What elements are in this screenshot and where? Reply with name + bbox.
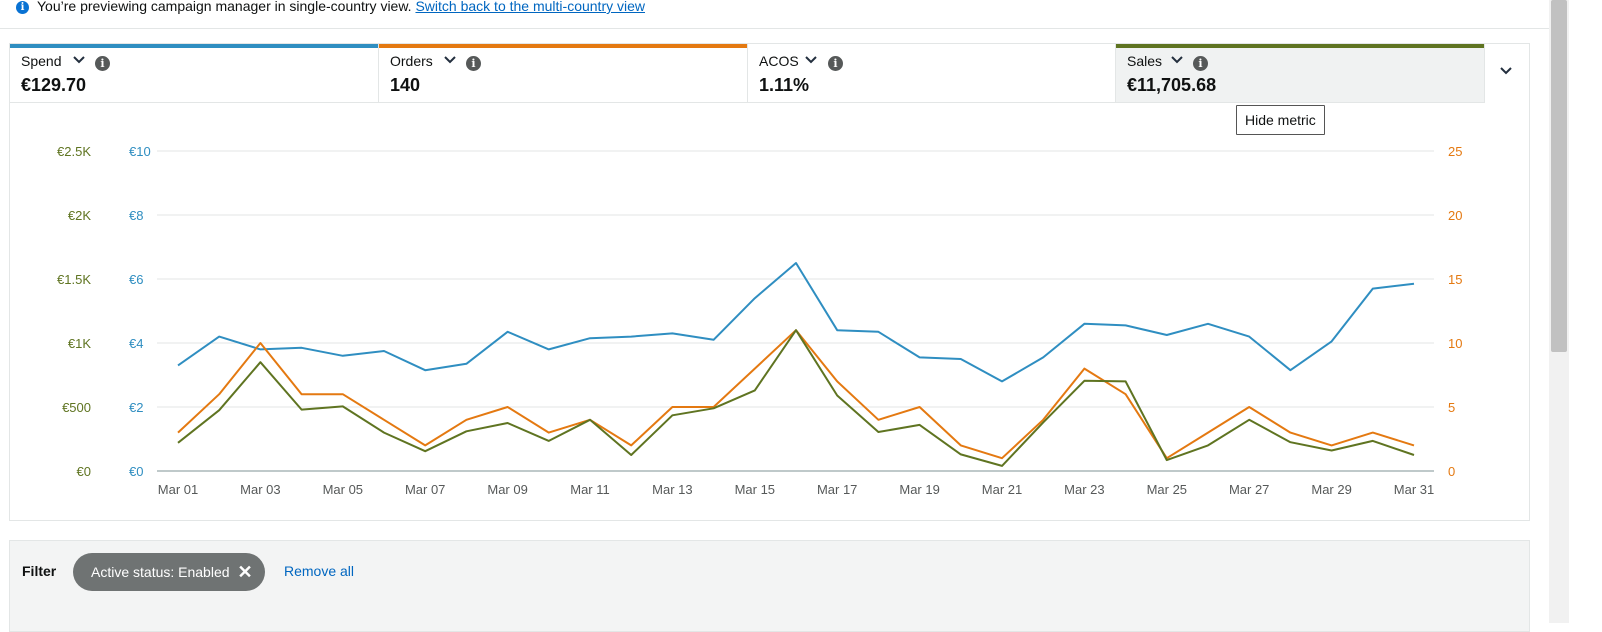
info-icon: i xyxy=(16,1,29,14)
metric-value: 1.11% xyxy=(759,75,810,95)
filter-bar: Filter Active status: Enabled ✕ Remove a… xyxy=(9,540,1530,632)
series-line-spend xyxy=(177,262,1415,383)
metric-color-bar xyxy=(1116,44,1484,48)
info-icon[interactable]: i xyxy=(95,56,110,71)
remove-all-link[interactable]: Remove all xyxy=(284,563,355,579)
chevron-down-icon[interactable] xyxy=(444,56,456,64)
performance-line-chart: €0 €500 €1K €1.5K €2K €2.5K €0 €2 €4 €6 €8 €10 0 5 10 1… xyxy=(57,144,1462,497)
x-axis-tick-label: Mar 05 xyxy=(323,482,363,497)
preview-banner: i You’re previewing campaign manager in … xyxy=(0,0,1560,29)
scrollbar-thumb[interactable] xyxy=(1551,0,1567,352)
spend-axis-tick-label: €0 xyxy=(129,464,143,479)
metric-card-spend[interactable]: Spend i €129.70 xyxy=(10,44,379,103)
chip-label: Active status: Enabled xyxy=(91,564,230,580)
active-status-filter-chip[interactable]: Active status: Enabled ✕ xyxy=(73,553,265,591)
x-axis-tick-label: Mar 29 xyxy=(1311,482,1351,497)
x-axis-tick-label: Mar 13 xyxy=(652,482,692,497)
info-icon[interactable]: i xyxy=(1193,56,1208,71)
filter-label: Filter xyxy=(22,563,57,579)
hide-metric-tooltip: Hide metric xyxy=(1236,105,1325,135)
x-axis-tick-label: Mar 25 xyxy=(1147,482,1187,497)
metric-card-orders[interactable]: Orders i 140 xyxy=(379,44,748,103)
metric-color-bar xyxy=(379,44,747,48)
spend-axis-tick-label: €10 xyxy=(129,144,151,159)
metric-name: Sales xyxy=(1127,53,1163,69)
sales-axis-tick-label: €500 xyxy=(62,400,91,415)
sales-axis-tick-label: €0 xyxy=(77,464,91,479)
x-axis-tick-label: Mar 01 xyxy=(158,482,198,497)
expand-metrics-chevron-icon[interactable] xyxy=(1500,67,1512,75)
x-axis-tick-label: Mar 21 xyxy=(982,482,1022,497)
x-axis-tick-label: Mar 07 xyxy=(405,482,445,497)
spend-axis-tick-label: €6 xyxy=(129,272,143,287)
x-axis-tick-label: Mar 09 xyxy=(487,482,527,497)
orders-axis-tick-label: 5 xyxy=(1448,400,1455,415)
metric-name: Spend xyxy=(21,53,62,69)
metric-card-acos[interactable]: ACOS i 1.11% xyxy=(748,44,1116,103)
metric-name: ACOS xyxy=(759,53,799,69)
banner-message: You’re previewing campaign manager in si… xyxy=(37,0,645,14)
spend-axis-tick-label: €4 xyxy=(129,336,143,351)
x-axis-tick-label: Mar 11 xyxy=(570,482,610,497)
info-icon[interactable]: i xyxy=(466,56,481,71)
series-line-sales xyxy=(177,329,1415,467)
page-scrollbar[interactable] xyxy=(1549,0,1569,623)
close-icon[interactable]: ✕ xyxy=(237,562,253,582)
x-axis-tick-label: Mar 31 xyxy=(1394,482,1434,497)
chevron-down-icon[interactable] xyxy=(73,56,85,64)
metric-value: 140 xyxy=(390,75,421,95)
x-axis-tick-label: Mar 17 xyxy=(817,482,857,497)
sales-axis-tick-label: €2K xyxy=(68,208,91,223)
metric-name: Orders xyxy=(390,53,433,69)
metric-color-bar xyxy=(10,44,378,48)
x-axis-tick-label: Mar 23 xyxy=(1064,482,1104,497)
x-axis-tick-label: Mar 03 xyxy=(240,482,280,497)
spend-axis-tick-label: €8 xyxy=(129,208,143,223)
chevron-down-icon[interactable] xyxy=(1171,56,1183,64)
info-icon[interactable]: i xyxy=(828,56,843,71)
orders-axis-tick-label: 10 xyxy=(1448,336,1462,351)
metric-value: €11,705.68 xyxy=(1127,75,1217,95)
multi-country-view-link[interactable]: Switch back to the multi-country view xyxy=(415,0,645,14)
sales-axis-tick-label: €1.5K xyxy=(57,272,91,287)
metric-value: €129.70 xyxy=(21,75,87,95)
x-axis-tick-label: Mar 27 xyxy=(1229,482,1269,497)
chevron-down-icon[interactable] xyxy=(805,56,817,64)
orders-axis-tick-label: 15 xyxy=(1448,272,1462,287)
series-line-orders xyxy=(177,329,1415,460)
orders-axis-tick-label: 0 xyxy=(1448,464,1455,479)
performance-chart-panel: Spend i €129.70 Orders i 140 ACOS i 1.11… xyxy=(9,43,1530,521)
metric-card-sales[interactable]: Sales i €11,705.68 xyxy=(1116,44,1485,103)
x-axis-tick-label: Mar 15 xyxy=(735,482,775,497)
orders-axis-tick-label: 20 xyxy=(1448,208,1462,223)
sales-axis-tick-label: €1K xyxy=(68,336,91,351)
x-axis-tick-label: Mar 19 xyxy=(899,482,939,497)
orders-axis-tick-label: 25 xyxy=(1448,144,1462,159)
sales-axis-tick-label: €2.5K xyxy=(57,144,91,159)
spend-axis-tick-label: €2 xyxy=(129,400,143,415)
